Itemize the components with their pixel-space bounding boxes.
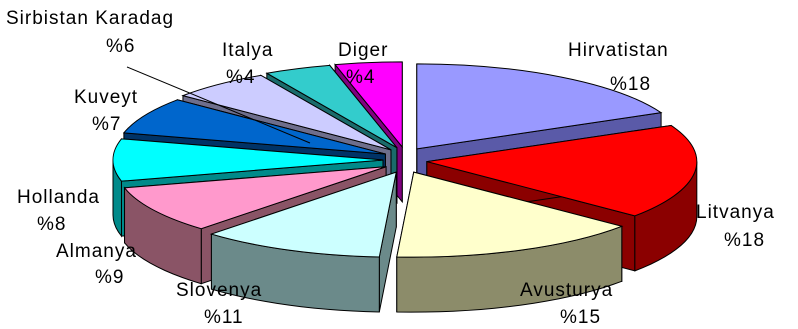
label-litvanya-name: Litvanya xyxy=(696,202,775,223)
label-italya-name: Italya xyxy=(222,40,273,61)
slice-top-kuveyt xyxy=(122,99,386,155)
slice-top-italya xyxy=(265,64,398,149)
label-avusturya-value: %15 xyxy=(560,307,601,328)
slice-top-litvanya xyxy=(426,124,698,217)
label-diger-name: Diger xyxy=(338,40,388,61)
label-diger-value: %4 xyxy=(346,67,375,88)
slice-top-hollanda xyxy=(112,138,384,182)
label-litvanya-value: %18 xyxy=(724,230,765,251)
slice-top-avusturya xyxy=(396,171,624,258)
label-kuveyt-name: Kuveyt xyxy=(74,87,138,108)
leader-line-sirbistan xyxy=(126,66,311,144)
label-sirbistan-name: Sirbistan Karadag xyxy=(6,8,174,29)
label-hollanda-name: Hollanda xyxy=(17,187,100,208)
label-avusturya-name: Avusturya xyxy=(520,280,613,301)
label-italya-value: %4 xyxy=(226,67,255,88)
label-hirvatistan-value: %18 xyxy=(610,74,651,95)
slice-avusturya xyxy=(396,171,624,313)
label-sirbistan-value: %6 xyxy=(106,36,135,57)
label-almanya-name: Almanya xyxy=(56,241,137,262)
label-hollanda-value: %8 xyxy=(37,214,66,235)
label-slovenya-value: %11 xyxy=(204,307,244,328)
slice-slovenya xyxy=(209,171,397,313)
slice-top-hirvatistan xyxy=(416,63,663,150)
label-slovenya-name: Slovenya xyxy=(176,280,262,301)
slice-top-almanya xyxy=(123,166,387,230)
label-almanya-value: %9 xyxy=(95,267,124,288)
slice-top-sirbistan-karadag xyxy=(181,74,392,151)
slice-top-diger xyxy=(334,61,403,149)
pie-slices xyxy=(112,61,698,313)
slice-top-slovenya xyxy=(209,171,397,258)
label-hirvatistan-name: Hirvatistan xyxy=(568,40,669,61)
label-kuveyt-value: %7 xyxy=(92,114,121,135)
